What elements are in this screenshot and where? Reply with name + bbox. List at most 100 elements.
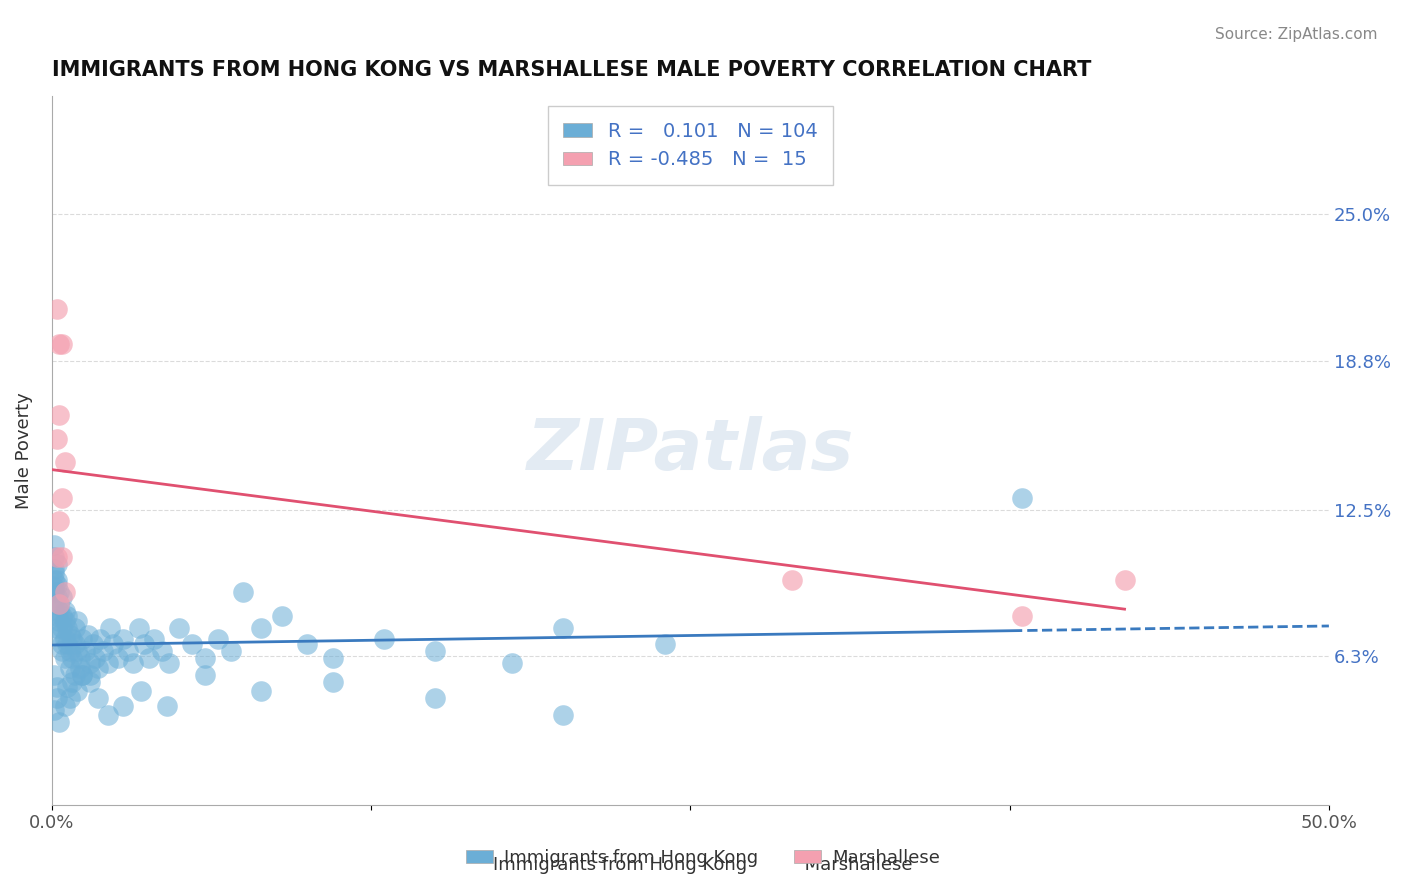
Point <box>45 691 67 706</box>
Point <box>45 432 67 446</box>
Point <box>373 632 395 647</box>
Point <box>423 644 446 658</box>
Point <box>73 644 96 658</box>
Point <box>72 668 94 682</box>
Point <box>1011 608 1033 623</box>
Point <box>66 644 89 658</box>
Point <box>250 684 273 698</box>
Point <box>53 651 76 665</box>
Point <box>48 515 70 529</box>
Point <box>122 656 145 670</box>
Point <box>48 597 70 611</box>
Point <box>79 656 101 670</box>
Point <box>45 590 67 604</box>
Point <box>48 597 70 611</box>
Point <box>69 661 91 675</box>
Point <box>45 680 67 694</box>
Point <box>501 656 523 670</box>
Point <box>59 644 82 658</box>
Text: Immigrants from Hong Kong          Marshallese: Immigrants from Hong Kong Marshallese <box>494 856 912 874</box>
Point <box>60 674 83 689</box>
Point <box>59 661 82 675</box>
Legend: Immigrants from Hong Kong, Marshallese: Immigrants from Hong Kong, Marshallese <box>458 842 948 874</box>
Point <box>250 621 273 635</box>
Text: IMMIGRANTS FROM HONG KONG VS MARSHALLESE MALE POVERTY CORRELATION CHART: IMMIGRANTS FROM HONG KONG VS MARSHALLESE… <box>52 60 1091 79</box>
Point <box>63 621 86 635</box>
Point <box>56 637 79 651</box>
Legend: R =   0.101   N = 104, R = -0.485   N =  15: R = 0.101 N = 104, R = -0.485 N = 15 <box>547 106 834 185</box>
Point <box>48 614 70 628</box>
Point <box>194 668 217 682</box>
Point <box>91 644 114 658</box>
Point <box>69 651 91 665</box>
Point <box>44 574 66 588</box>
Point <box>48 408 70 422</box>
Point <box>79 674 101 689</box>
Point <box>60 651 83 665</box>
Point <box>89 632 111 647</box>
Point <box>79 668 101 682</box>
Point <box>84 651 107 665</box>
Point <box>169 621 191 635</box>
Text: Source: ZipAtlas.com: Source: ZipAtlas.com <box>1215 27 1378 42</box>
Point <box>66 614 89 628</box>
Point <box>232 585 254 599</box>
Point <box>142 632 165 647</box>
Point <box>44 585 66 599</box>
Point <box>156 698 179 713</box>
Point <box>44 597 66 611</box>
Point <box>48 337 70 351</box>
Point <box>87 661 110 675</box>
Point <box>45 574 67 588</box>
Point <box>44 549 66 564</box>
Point <box>53 632 76 647</box>
Point <box>53 604 76 618</box>
Point <box>53 455 76 469</box>
Point <box>56 608 79 623</box>
Point <box>101 637 124 651</box>
Point <box>107 651 129 665</box>
Point <box>53 614 76 628</box>
Point <box>551 621 574 635</box>
Point <box>44 566 66 581</box>
Point <box>66 684 89 698</box>
Point <box>132 637 155 651</box>
Point <box>51 644 73 658</box>
Point <box>63 637 86 651</box>
Point <box>150 644 173 658</box>
Point <box>45 578 67 592</box>
Point <box>45 549 67 564</box>
Point <box>72 632 94 647</box>
Point <box>97 656 120 670</box>
Point <box>138 651 160 665</box>
Point <box>551 708 574 723</box>
Point <box>782 574 804 588</box>
Point <box>100 621 122 635</box>
Point <box>1114 574 1136 588</box>
Point <box>44 538 66 552</box>
Point <box>270 608 292 623</box>
Point <box>1011 491 1033 505</box>
Point <box>87 691 110 706</box>
Point <box>51 608 73 623</box>
Point <box>129 684 152 698</box>
Point <box>654 637 676 651</box>
Point <box>44 581 66 595</box>
Point <box>322 674 344 689</box>
Point <box>56 680 79 694</box>
Point <box>51 637 73 651</box>
Point <box>45 557 67 571</box>
Point <box>219 644 242 658</box>
Point <box>48 628 70 642</box>
Point <box>181 637 204 651</box>
Point <box>295 637 318 651</box>
Point <box>59 691 82 706</box>
Point <box>112 632 135 647</box>
Point <box>45 621 67 635</box>
Point <box>48 585 70 599</box>
Point <box>128 621 150 635</box>
Point <box>51 590 73 604</box>
Point <box>322 651 344 665</box>
Point <box>117 644 139 658</box>
Point <box>82 637 104 651</box>
